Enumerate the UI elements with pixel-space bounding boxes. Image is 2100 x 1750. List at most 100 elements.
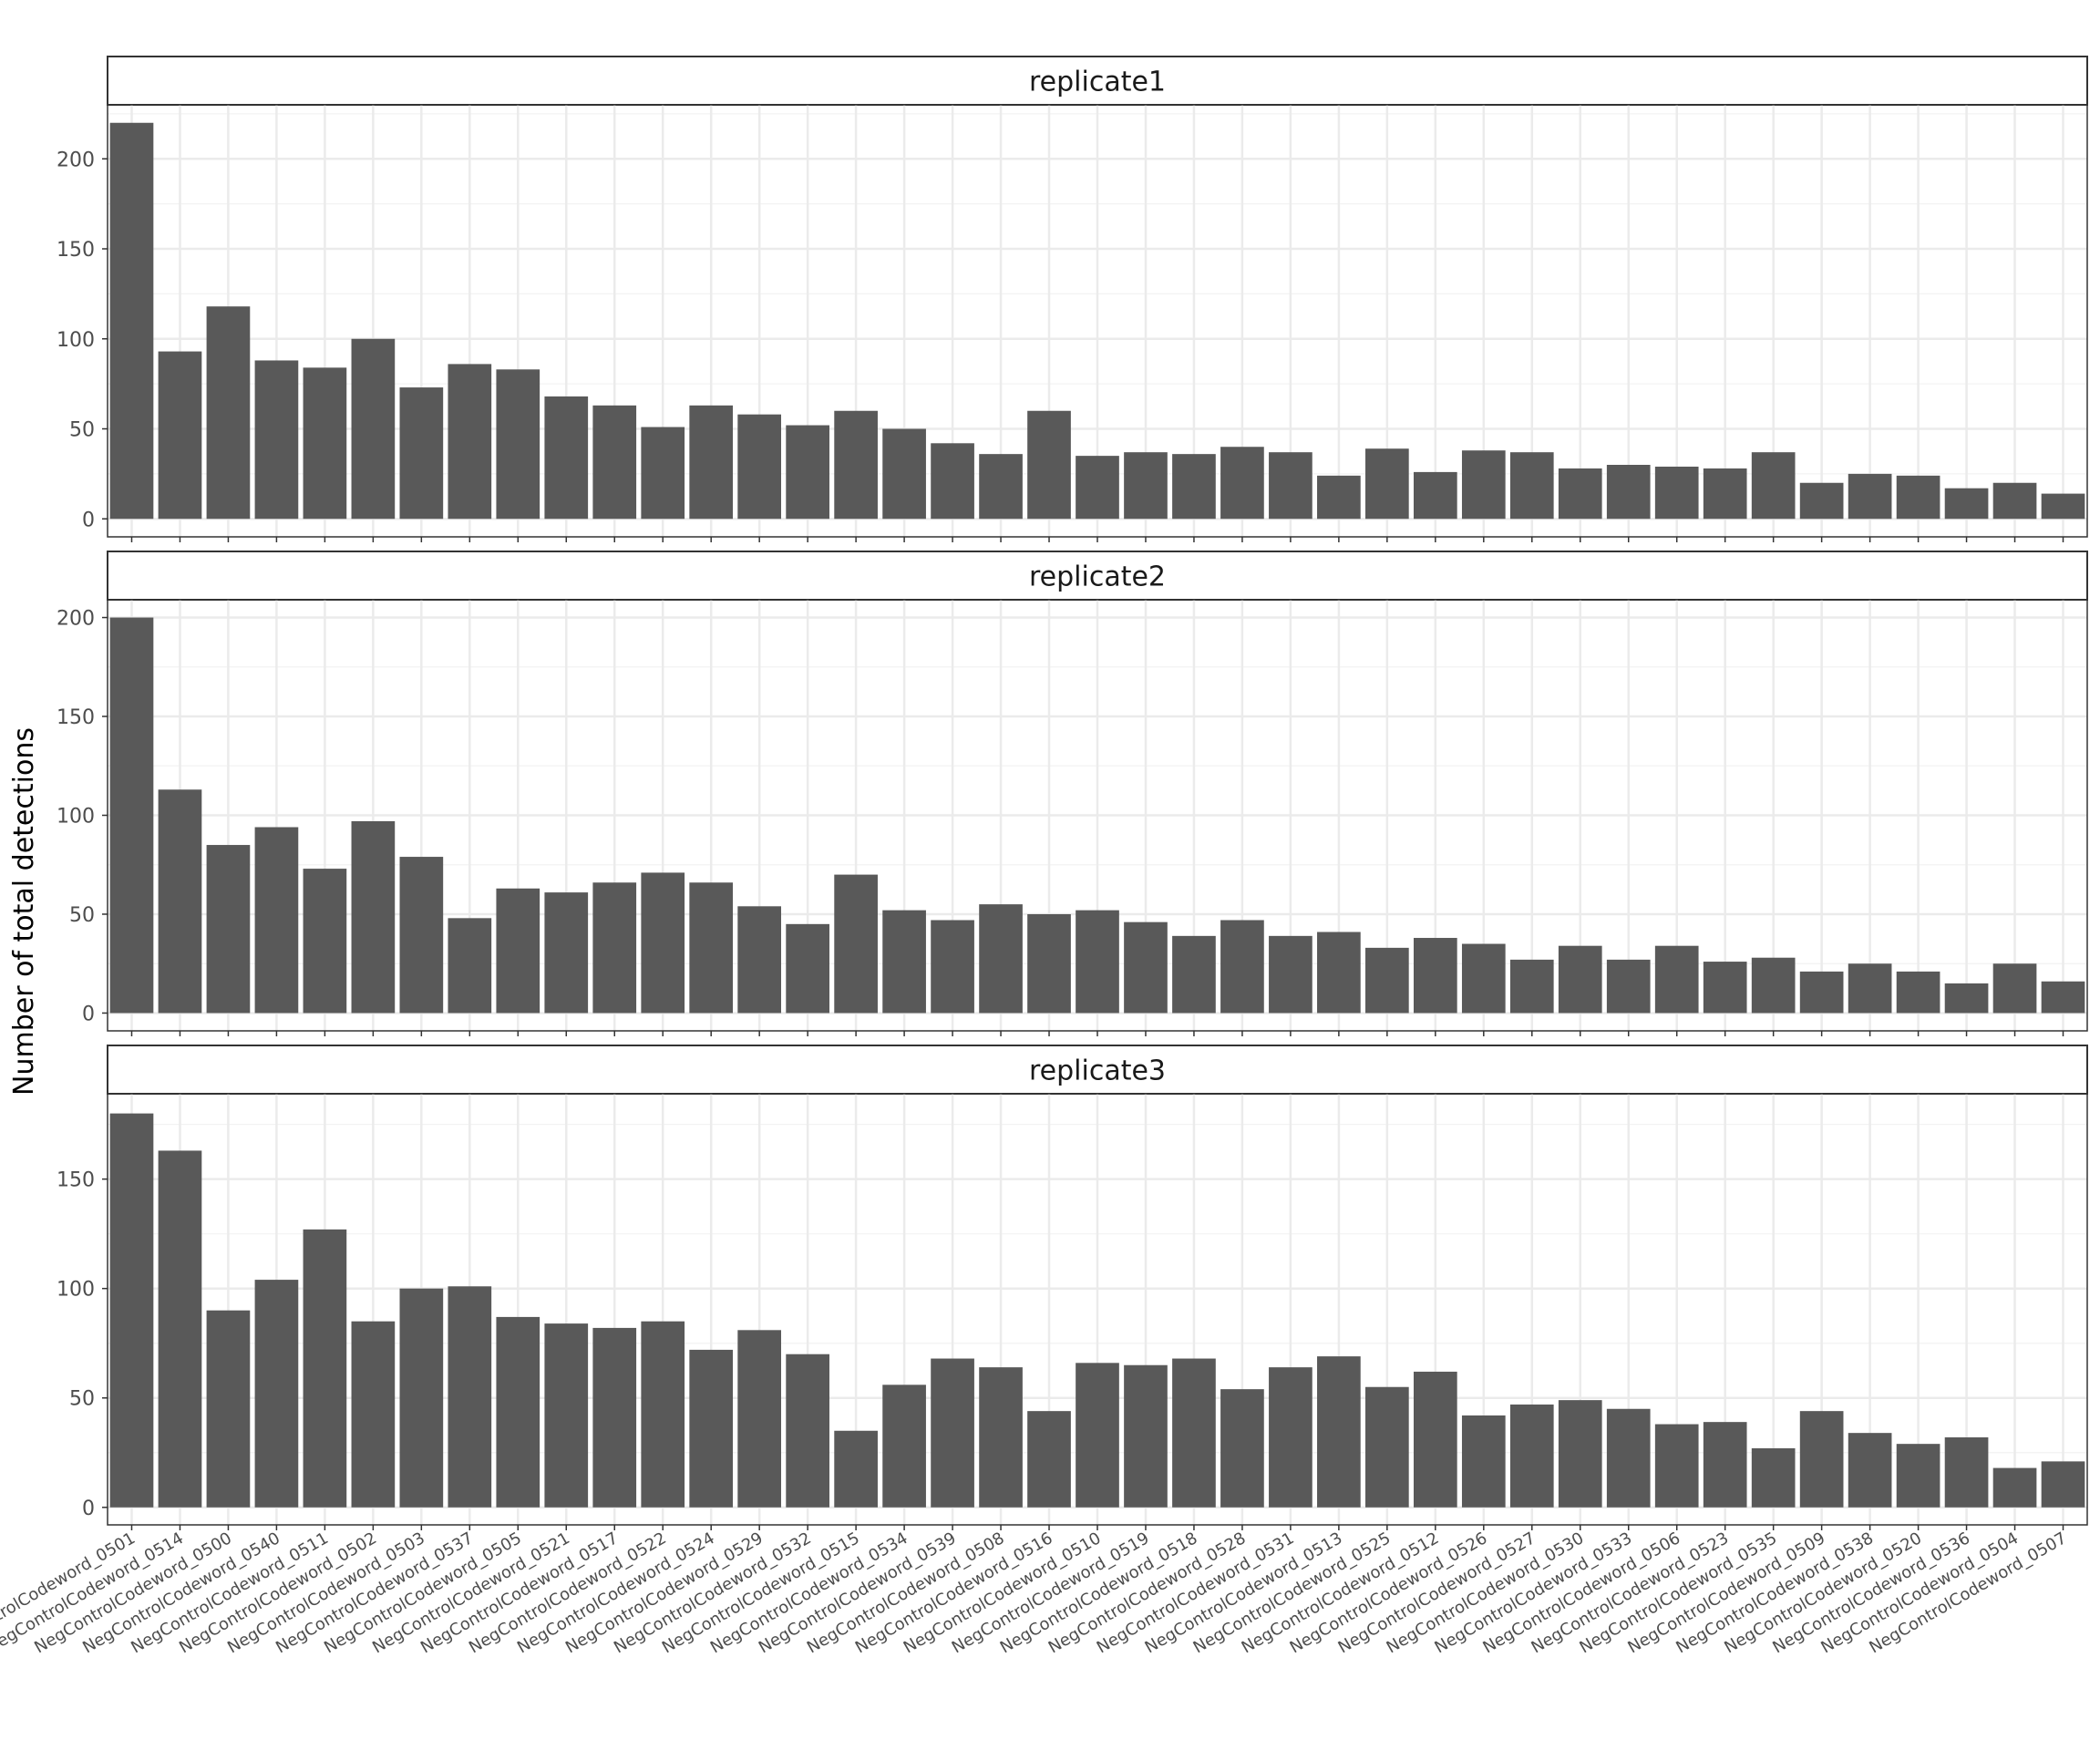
bar-replicate2-NegControlCodeword_0533 (1606, 959, 1651, 1014)
bar-replicate2-NegControlCodeword_0531 (1269, 935, 1312, 1014)
bar-replicate2-NegControlCodeword_0529 (737, 906, 782, 1014)
bar-replicate1-NegControlCodeword_0539 (931, 443, 974, 520)
bar-replicate1-NegControlCodeword_0501 (109, 122, 154, 520)
bar-replicate2-NegControlCodeword_0538 (1848, 963, 1892, 1014)
bar-replicate1-NegControlCodeword_0506 (1654, 466, 1699, 520)
bar-replicate3-NegControlCodeword_0540 (254, 1280, 299, 1508)
bar-replicate3-NegControlCodeword_0514 (158, 1150, 202, 1508)
y-axis-label: Number of total detections (8, 727, 40, 1096)
bar-replicate2-NegControlCodeword_0518 (1172, 935, 1216, 1014)
bar-replicate3-NegControlCodeword_0532 (786, 1354, 829, 1508)
bar-replicate2-NegControlCodeword_0511 (303, 869, 347, 1014)
bar-replicate1-NegControlCodeword_0532 (786, 425, 829, 520)
bar-replicate3-NegControlCodeword_0509 (1799, 1411, 1844, 1508)
bar-replicate1-NegControlCodeword_0526 (1461, 450, 1506, 520)
bar-replicate2-NegControlCodeword_0525 (1365, 947, 1409, 1014)
bar-replicate3-NegControlCodeword_0529 (737, 1330, 782, 1508)
y-tick-label: 100 (57, 806, 95, 829)
bar-replicate3-NegControlCodeword_0522 (641, 1321, 685, 1508)
bar-replicate2-NegControlCodeword_0505 (496, 888, 540, 1014)
bar-replicate1-NegControlCodeword_0536 (1944, 488, 1989, 520)
bar-replicate2-NegControlCodeword_0516 (1027, 913, 1071, 1014)
y-tick-label: 200 (57, 149, 95, 171)
bar-replicate3-NegControlCodeword_0534 (882, 1385, 926, 1508)
bar-replicate1-NegControlCodeword_0511 (303, 367, 347, 520)
facet-panel-replicate1: replicate1 0 50 100 150 200 (57, 56, 2088, 542)
bar-replicate1-NegControlCodeword_0509 (1799, 482, 1844, 520)
bar-replicate3-NegControlCodeword_0519 (1124, 1364, 1168, 1508)
bar-replicate1-NegControlCodeword_0527 (1509, 452, 1554, 520)
y-tick-label: 150 (57, 1169, 95, 1192)
bar-replicate3-NegControlCodeword_0510 (1076, 1363, 1119, 1508)
bar-replicate3-NegControlCodeword_0526 (1461, 1415, 1506, 1508)
facet-strip (107, 56, 2088, 106)
bar-replicate2-NegControlCodeword_0500 (206, 845, 251, 1014)
bar-replicate3-NegControlCodeword_0531 (1269, 1367, 1312, 1508)
bar-replicate2-NegControlCodeword_0530 (1558, 945, 1602, 1014)
bar-replicate1-NegControlCodeword_0520 (1896, 475, 1940, 520)
bar-replicate2-NegControlCodeword_0517 (592, 882, 637, 1014)
facet-strip (107, 1045, 2088, 1095)
bar-replicate2-NegControlCodeword_0535 (1751, 957, 1796, 1014)
bar-replicate3-NegControlCodeword_0517 (592, 1327, 637, 1508)
y-tick-label: 0 (82, 1498, 95, 1520)
bar-replicate1-NegControlCodeword_0505 (496, 369, 540, 520)
bar-replicate1-NegControlCodeword_0514 (158, 351, 202, 520)
facet-panel-replicate3: replicate3 0 50 100 150 (57, 1045, 2088, 1530)
y-tick-label: 100 (57, 329, 95, 352)
bar-replicate2-NegControlCodeword_0507 (2041, 981, 2085, 1014)
bar-replicate1-NegControlCodeword_0517 (592, 405, 637, 520)
bar-replicate3-NegControlCodeword_0516 (1027, 1411, 1071, 1508)
bar-replicate2-NegControlCodeword_0521 (544, 892, 589, 1014)
bar-replicate3-NegControlCodeword_0527 (1509, 1404, 1554, 1508)
bar-replicate1-NegControlCodeword_0540 (254, 360, 299, 520)
y-tick-label: 50 (69, 419, 95, 442)
bar-replicate2-NegControlCodeword_0527 (1509, 959, 1554, 1014)
bar-replicate3-NegControlCodeword_0525 (1365, 1386, 1409, 1508)
bar-replicate2-NegControlCodeword_0534 (882, 910, 926, 1014)
y-tick-label: 150 (57, 706, 95, 729)
y-tick-label: 150 (57, 239, 95, 262)
bar-replicate1-NegControlCodeword_0534 (882, 428, 926, 520)
bar-replicate3-NegControlCodeword_0537 (448, 1286, 492, 1508)
bar-replicate2-NegControlCodeword_0501 (109, 617, 154, 1014)
bar-replicate2-NegControlCodeword_0540 (254, 827, 299, 1014)
bar-replicate2-NegControlCodeword_0519 (1124, 921, 1168, 1014)
bar-replicate3-NegControlCodeword_0506 (1654, 1424, 1699, 1508)
bar-replicate1-NegControlCodeword_0537 (448, 364, 492, 520)
bar-replicate2-NegControlCodeword_0512 (1413, 938, 1457, 1014)
bar-replicate3-NegControlCodeword_0505 (496, 1316, 540, 1508)
bar-replicate2-NegControlCodeword_0526 (1461, 943, 1506, 1014)
bar-replicate1-NegControlCodeword_0529 (737, 414, 782, 520)
bar-replicate1-NegControlCodeword_0507 (2041, 493, 2085, 520)
bar-replicate2-NegControlCodeword_0504 (1992, 963, 2037, 1014)
y-tick-label: 50 (69, 1388, 95, 1411)
bar-replicate1-NegControlCodeword_0512 (1413, 471, 1457, 520)
bar-replicate2-NegControlCodeword_0513 (1317, 932, 1361, 1014)
bar-replicate1-NegControlCodeword_0510 (1076, 456, 1119, 520)
bar-replicate3-NegControlCodeword_0518 (1172, 1358, 1216, 1508)
bar-replicate2-NegControlCodeword_0537 (448, 918, 492, 1014)
bar-replicate3-NegControlCodeword_0501 (109, 1113, 154, 1508)
bar-replicate3-NegControlCodeword_0504 (1992, 1467, 2037, 1508)
bar-replicate2-NegControlCodeword_0509 (1799, 971, 1844, 1014)
bar-replicate1-NegControlCodeword_0513 (1317, 475, 1361, 520)
facet-strip-label: replicate3 (1029, 1055, 1166, 1087)
y-tick-label: 0 (82, 1003, 95, 1025)
bar-replicate1-NegControlCodeword_0521 (544, 396, 589, 520)
bar-replicate1-NegControlCodeword_0530 (1558, 468, 1602, 520)
bar-replicate2-NegControlCodeword_0514 (158, 789, 202, 1014)
bar-replicate3-NegControlCodeword_0508 (979, 1367, 1023, 1508)
bar-replicate1-NegControlCodeword_0522 (641, 427, 685, 520)
bar-replicate1-NegControlCodeword_0528 (1220, 447, 1264, 520)
bar-replicate1-NegControlCodeword_0519 (1124, 452, 1168, 520)
bar-replicate3-NegControlCodeword_0513 (1317, 1356, 1361, 1508)
y-tick-label: 50 (69, 904, 95, 927)
bar-replicate2-NegControlCodeword_0532 (786, 923, 829, 1014)
bar-replicate1-NegControlCodeword_0503 (399, 387, 444, 520)
bar-replicate1-NegControlCodeword_0531 (1269, 452, 1312, 520)
bar-replicate3-NegControlCodeword_0521 (544, 1323, 589, 1508)
bar-replicate1-NegControlCodeword_0502 (351, 338, 396, 520)
bar-replicate2-NegControlCodeword_0508 (979, 904, 1023, 1014)
bar-replicate3-NegControlCodeword_0538 (1848, 1433, 1892, 1508)
